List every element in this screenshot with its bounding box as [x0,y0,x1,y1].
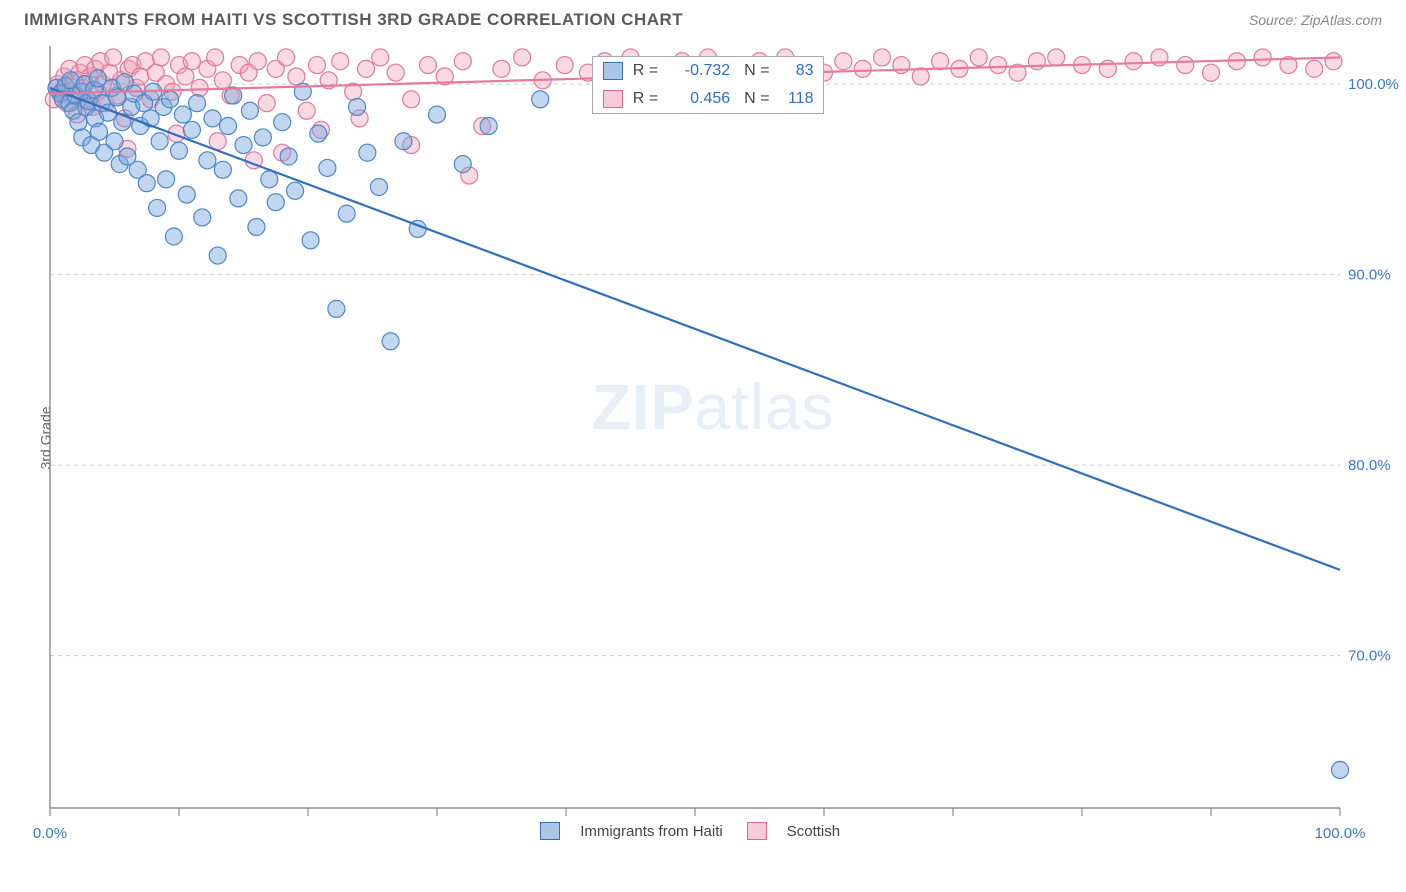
legend-label-blue: Immigrants from Haiti [580,823,723,840]
chart-title: IMMIGRANTS FROM HAITI VS SCOTTISH 3RD GR… [24,10,683,30]
r-value-pink: 0.456 [664,90,730,108]
swatch-pink-icon [603,90,623,108]
svg-text:100.0%: 100.0% [1315,825,1366,842]
swatch-blue-icon [603,62,623,80]
legend-swatch-blue-icon [540,822,560,840]
svg-text:80.0%: 80.0% [1348,457,1391,474]
chart-header: IMMIGRANTS FROM HAITI VS SCOTTISH 3RD GR… [0,0,1406,36]
legend-label-pink: Scottish [787,823,840,840]
legend-swatch-pink-icon [747,822,767,840]
stats-legend-box: R = -0.732 N = 83 R = 0.456 N = 118 [592,56,825,114]
r-label: R = [633,90,658,108]
source-prefix: Source: [1249,12,1301,28]
source-name: ZipAtlas.com [1301,12,1382,28]
n-label: N = [744,90,769,108]
svg-text:70.0%: 70.0% [1348,648,1391,665]
r-label: R = [633,62,658,80]
bottom-legend: Immigrants from Haiti Scottish [540,822,840,840]
svg-text:0.0%: 0.0% [33,825,67,842]
stats-row-blue: R = -0.732 N = 83 [593,57,824,85]
svg-text:100.0%: 100.0% [1348,76,1399,93]
r-value-blue: -0.732 [664,62,730,80]
n-value-pink: 118 [775,90,813,108]
scatter-plot-svg: 70.0% 80.0% 90.0% 100.0% 0.0% 100.0% [0,38,1406,858]
n-label: N = [744,62,769,80]
source-attribution: Source: ZipAtlas.com [1249,12,1382,28]
stats-row-pink: R = 0.456 N = 118 [593,85,824,113]
svg-text:90.0%: 90.0% [1348,267,1391,284]
chart-area: 3rd Grade 70.0%80.0%90.0%100.0%0.0%100.0… [0,38,1406,858]
n-value-blue: 83 [775,62,813,80]
